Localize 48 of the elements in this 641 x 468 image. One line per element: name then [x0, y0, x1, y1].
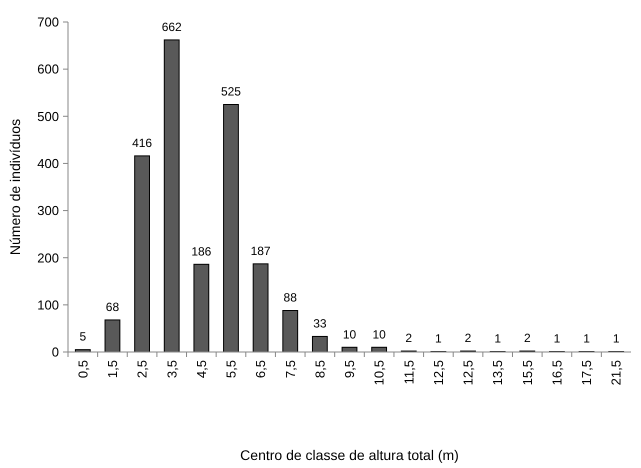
x-tick-label: 9,5	[342, 360, 358, 378]
x-tick-label: 17,5	[579, 360, 594, 386]
x-tick-label: 1,5	[104, 360, 120, 378]
y-tick-label: 200	[37, 250, 59, 266]
data-label: 1	[612, 332, 620, 346]
data-label: 525	[220, 84, 242, 98]
x-tick-label: 13,5	[490, 360, 506, 386]
data-label: 662	[162, 20, 182, 34]
data-label: 1	[554, 332, 561, 346]
data-label: 187	[250, 244, 271, 258]
x-tick-label: 7,5	[282, 360, 298, 378]
x-axis-title: Centro de classe de altura total (m)	[240, 447, 459, 463]
data-label: 1	[435, 332, 442, 346]
x-tick-label: 15,5	[520, 360, 535, 386]
data-label: 5	[79, 330, 86, 344]
x-tick-label: 5,5	[224, 360, 239, 378]
x-tick-label: 12,5	[430, 360, 446, 386]
x-tick-label: 12,5	[460, 360, 476, 386]
y-tick-label: 500	[37, 108, 59, 124]
data-label: 186	[191, 244, 212, 258]
data-label: 68	[106, 300, 120, 314]
y-tick-label: 0	[52, 344, 59, 360]
data-label: 33	[313, 316, 327, 330]
x-tick-label: 6,5	[253, 360, 268, 378]
y-tick-label: 300	[37, 203, 59, 218]
x-tick-label: 4,5	[194, 360, 209, 378]
y-tick-label: 400	[37, 156, 59, 171]
data-label: 2	[524, 331, 531, 346]
x-tick-label: 2,5	[134, 360, 150, 378]
x-tick-label: 11,5	[401, 360, 416, 384]
x-tick-label: 0,5	[75, 360, 90, 378]
data-label: 10	[342, 327, 356, 342]
data-label: 2	[464, 331, 472, 346]
x-tick-label: 8,5	[312, 360, 328, 378]
data-label: 10	[372, 327, 386, 342]
y-tick-label: 700	[37, 14, 59, 30]
x-tick-label: 21,5	[608, 360, 624, 386]
y-tick-label: 100	[37, 297, 59, 312]
y-axis-title: Número de indivíduos	[7, 118, 23, 256]
y-tick-label: 600	[37, 62, 59, 77]
x-tick-label: 3,5	[164, 360, 180, 378]
data-label: 1	[494, 332, 502, 346]
data-label: 2	[405, 331, 412, 346]
x-tick-label: 10,5	[372, 360, 387, 386]
data-label: 1	[583, 332, 590, 346]
data-label: 88	[284, 290, 298, 305]
data-label: 416	[132, 136, 152, 150]
x-tick-label: 16,5	[549, 360, 564, 386]
